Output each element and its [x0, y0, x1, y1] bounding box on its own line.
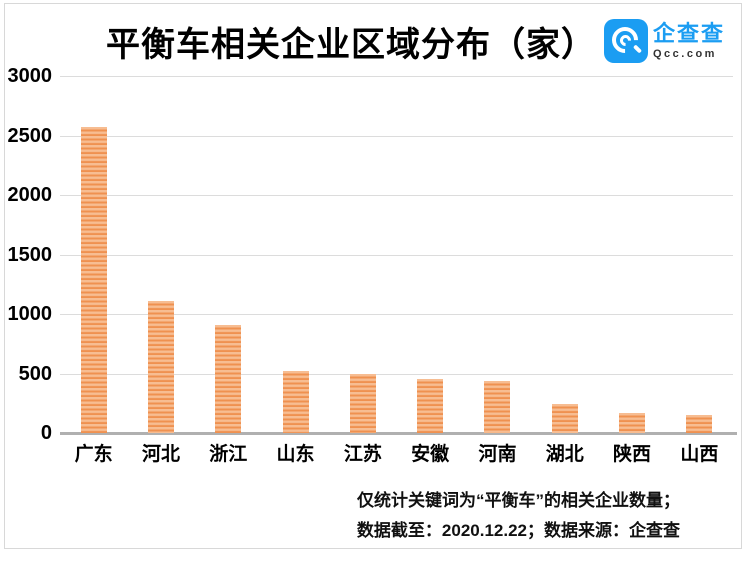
- x-axis-category-label: 陕西: [613, 444, 652, 465]
- footer-note-line1: 仅统计关键词为“平衡车”的相关企业数量；: [357, 491, 680, 510]
- footer-note: 仅统计关键词为“平衡车”的相关企业数量； 数据截至：2020.12.22；数据来…: [357, 486, 680, 546]
- bar-山西: [686, 414, 713, 433]
- x-axis-line: [60, 432, 737, 435]
- x-axis-category-label: 安徽: [411, 444, 450, 465]
- bar-河北: [147, 300, 174, 433]
- y-axis-tick-label: 2000: [7, 184, 53, 206]
- bar-安徽: [417, 379, 444, 433]
- gridline: [60, 254, 733, 256]
- y-axis-tick-label: 0: [40, 422, 52, 444]
- bar-河南: [484, 380, 511, 433]
- y-axis-tick-label: 2500: [7, 124, 53, 147]
- x-axis-category-label: 浙江: [209, 444, 248, 465]
- x-axis-category-label: 山西: [680, 444, 719, 465]
- qcc-logo-name: 企查查: [652, 20, 725, 46]
- bar-江苏: [349, 373, 376, 433]
- qcc-logo-text: 企查查 Qcc.com: [652, 20, 725, 60]
- qcc-logo: 企查查 Qcc.com: [603, 19, 725, 63]
- gridline: [60, 76, 733, 77]
- gridline: [60, 135, 733, 137]
- bar-山东: [282, 371, 309, 433]
- x-axis-category-label: 广东: [74, 444, 113, 465]
- x-axis-category-label: 山东: [276, 444, 315, 465]
- bar-陕西: [619, 413, 646, 433]
- gridline: [60, 314, 733, 315]
- qcc-spiral-c-icon: [603, 19, 648, 63]
- y-axis-tick-label: 3000: [7, 65, 53, 87]
- gridline: [60, 373, 733, 375]
- bar-广东: [80, 127, 107, 433]
- gridline: [60, 195, 733, 196]
- x-axis-category-label: 湖北: [545, 444, 584, 465]
- y-axis-tick-label: 500: [18, 362, 52, 385]
- bar-湖北: [551, 404, 578, 433]
- chart-header: 平衡车相关企业区域分布（家） 企查查 Qcc.com: [0, 12, 749, 70]
- qcc-logo-domain: Qcc.com: [652, 47, 717, 60]
- footer-note-line2: 数据截至：2020.12.22；数据来源：企查查: [356, 521, 680, 540]
- x-axis-category-label: 河南: [478, 444, 517, 465]
- page-title: 平衡车相关企业区域分布（家）: [105, 25, 596, 64]
- x-axis-category-label: 江苏: [343, 444, 382, 465]
- y-axis-tick-label: 1500: [7, 243, 53, 266]
- bar-浙江: [215, 324, 242, 433]
- y-axis-tick-label: 1000: [7, 303, 53, 325]
- x-axis-category-label: 河北: [141, 444, 180, 465]
